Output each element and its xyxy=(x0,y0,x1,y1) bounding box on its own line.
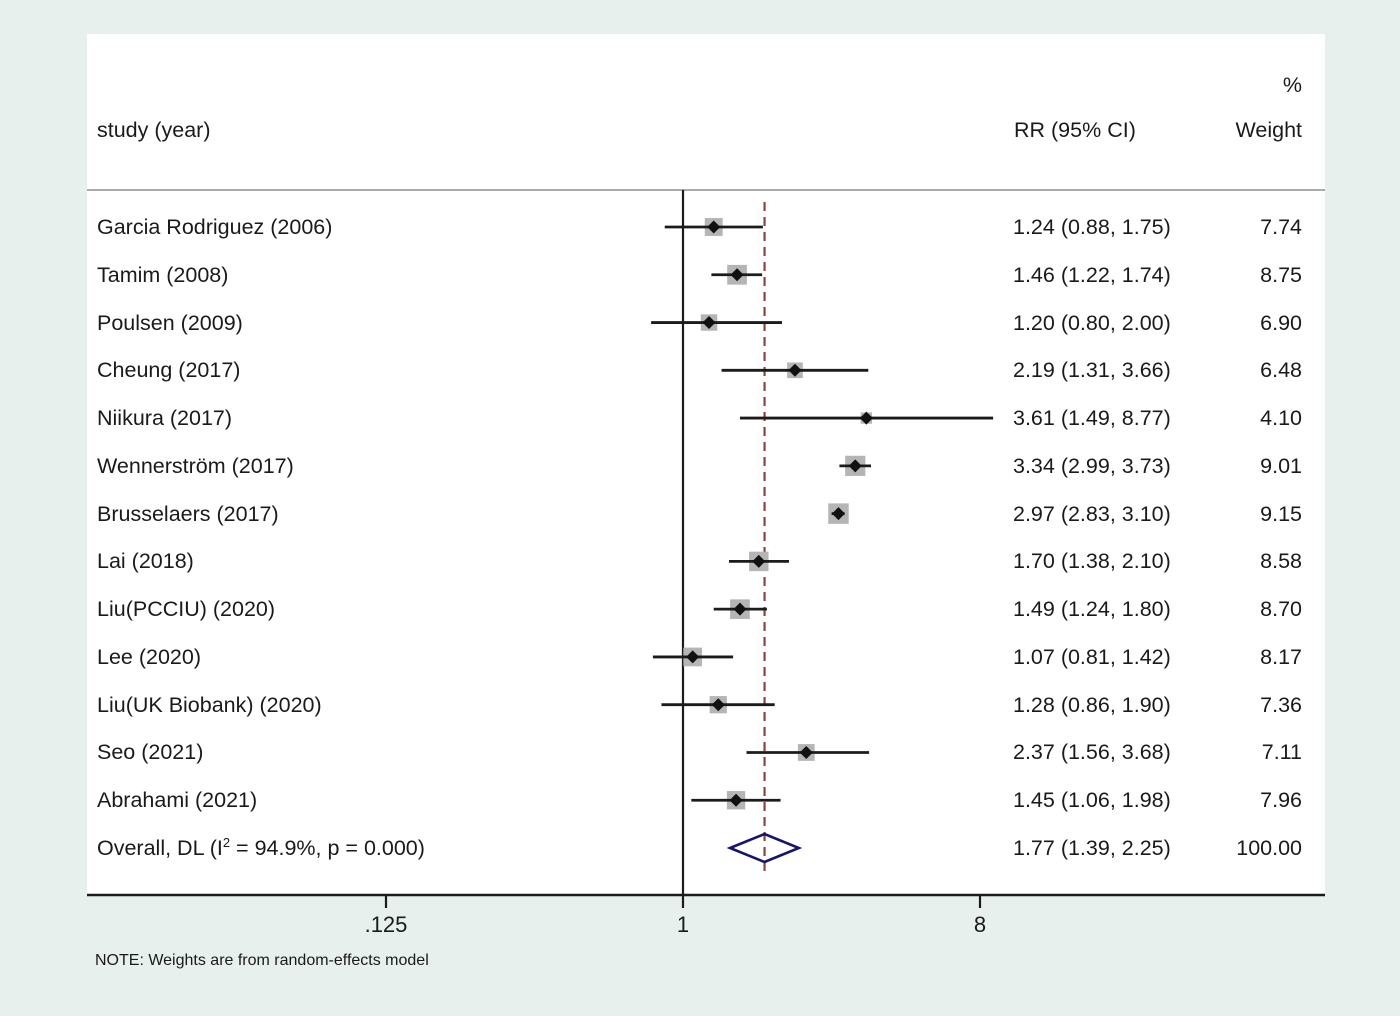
study-label: Abrahami (2021) xyxy=(97,788,258,813)
point-diamond xyxy=(711,698,725,712)
study-label: Liu(UK Biobank) (2020) xyxy=(97,692,322,717)
study-label: Niikura (2017) xyxy=(97,406,233,431)
weight-value: 7.96 xyxy=(1260,788,1302,813)
study-label: Poulsen (2009) xyxy=(97,310,243,335)
rr-ci-value: 1.45 (1.06, 1.98) xyxy=(1013,788,1171,813)
overall-rr-ci-value: 1.77 (1.39, 2.25) xyxy=(1013,836,1171,860)
study-label: Cheung (2017) xyxy=(97,358,241,383)
study-label: Tamim (2008) xyxy=(97,262,229,287)
weight-value: 6.48 xyxy=(1260,358,1302,383)
weight-value: 8.70 xyxy=(1260,597,1302,622)
point-diamond xyxy=(831,507,845,521)
header-separator xyxy=(87,189,1325,191)
rr-ci-value: 1.70 (1.38, 2.10) xyxy=(1013,549,1171,574)
rr-ci-value: 1.20 (0.80, 2.00) xyxy=(1013,310,1171,335)
point-diamond xyxy=(859,411,873,425)
axis-tick-label: 8 xyxy=(973,912,987,937)
col-header-rr: RR (95% CI) xyxy=(1014,118,1136,142)
weight-value: 9.15 xyxy=(1260,501,1302,526)
study-label: Garcia Rodriguez (2006) xyxy=(97,215,333,239)
weight-value: 9.01 xyxy=(1260,453,1302,478)
study-label: Lee (2020) xyxy=(97,644,201,669)
weight-value: 7.74 xyxy=(1260,215,1302,239)
overall-label-part: Overall, DL (I xyxy=(97,836,223,860)
point-diamond xyxy=(848,459,862,473)
rr-ci-value: 2.97 (2.83, 3.10) xyxy=(1013,501,1171,526)
overall-label-part: = 94.9%, p = 0.000) xyxy=(230,836,425,860)
weight-value: 4.10 xyxy=(1260,406,1302,431)
weight-value: 8.17 xyxy=(1260,644,1302,669)
point-diamond xyxy=(707,220,721,234)
axis-tick-label: .125 xyxy=(364,912,408,937)
weight-value: 7.11 xyxy=(1261,740,1302,765)
axis-tick-label: 1 xyxy=(676,912,690,937)
overall-weight-value: 100.00 xyxy=(1236,836,1302,860)
rr-ci-value: 2.37 (1.56, 3.68) xyxy=(1013,740,1171,765)
point-diamond xyxy=(799,745,813,759)
study-label: Brusselaers (2017) xyxy=(97,501,279,526)
rr-ci-value: 3.34 (2.99, 3.73) xyxy=(1013,453,1171,478)
rr-ci-value: 1.24 (0.88, 1.75) xyxy=(1013,215,1171,239)
weight-value: 8.75 xyxy=(1260,262,1302,287)
rr-ci-value: 3.61 (1.49, 8.77) xyxy=(1013,406,1171,431)
point-diamond xyxy=(788,363,802,377)
point-diamond xyxy=(730,268,744,282)
rr-ci-value: 1.49 (1.24, 1.80) xyxy=(1013,597,1171,622)
note-text: NOTE: Weights are from random-effects mo… xyxy=(95,952,429,969)
study-label: Wennerström (2017) xyxy=(97,453,294,478)
rr-ci-value: 2.19 (1.31, 3.66) xyxy=(1013,358,1171,383)
col-header-percent: % xyxy=(1282,73,1302,97)
weight-value: 7.36 xyxy=(1260,692,1302,717)
rr-ci-value: 1.07 (0.81, 1.42) xyxy=(1013,644,1171,669)
point-diamond xyxy=(686,650,700,664)
point-diamond xyxy=(702,316,716,330)
weight-value: 6.90 xyxy=(1260,310,1302,335)
point-diamond xyxy=(729,793,743,807)
rr-ci-value: 1.46 (1.22, 1.74) xyxy=(1013,262,1171,287)
study-label: Seo (2021) xyxy=(97,740,204,765)
overall-label-part: 2 xyxy=(222,834,231,850)
plot-panel xyxy=(87,34,1325,895)
study-label: Lai (2018) xyxy=(97,549,194,574)
col-header-study: study (year) xyxy=(97,118,211,142)
weight-value: 8.58 xyxy=(1260,549,1302,574)
study-label: Liu(PCCIU) (2020) xyxy=(97,597,276,622)
overall-label: Overall, DL (I2 = 94.9%, p = 0.000) xyxy=(97,834,425,862)
overall-diamond xyxy=(726,832,803,864)
point-diamond xyxy=(752,554,766,568)
point-diamond xyxy=(733,602,747,616)
rr-ci-value: 1.28 (0.86, 1.90) xyxy=(1013,692,1171,717)
col-header-weight: Weight xyxy=(1235,118,1302,142)
